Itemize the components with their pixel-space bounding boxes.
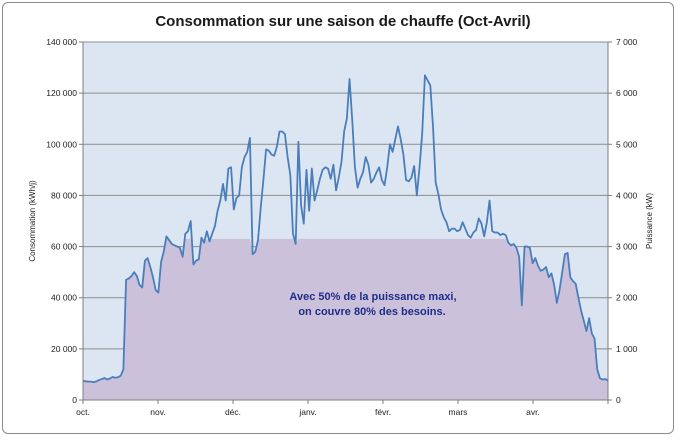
y-tick-label: 20 000: [51, 344, 77, 354]
x-tick-label: nov.: [150, 407, 165, 417]
y-tick-label: 80 000: [51, 190, 77, 200]
x-tick-label: avr.: [526, 407, 540, 417]
y2-tick-label: 4 000: [616, 190, 638, 200]
y2-tick-label: 3 000: [616, 242, 638, 252]
x-tick-label: oct.: [76, 407, 90, 417]
y-tick-label: 0: [72, 395, 77, 405]
y2-tick-label: 0: [616, 395, 621, 405]
annotation-line-2: on couvre 80% des besoins.: [298, 306, 445, 318]
y2-tick-label: 6 000: [616, 88, 638, 98]
y2-tick-label: 1 000: [616, 344, 638, 354]
y2-tick-label: 7 000: [616, 37, 638, 47]
y-tick-label: 100 000: [46, 139, 77, 149]
axes: 0 20 000 40 000 60 000 80 000 100 000 120 000 1…: [46, 37, 637, 417]
y-tick-label: 40 000: [51, 293, 77, 303]
chart-title: Consommation sur une saison de chauffe (…: [155, 13, 530, 30]
annotation-line-1: Avec 50% de la puissance maxi,: [289, 291, 456, 303]
x-tick-label: janv.: [298, 407, 316, 417]
x-tick-label: mars: [449, 407, 468, 417]
x-tick-label: févr.: [375, 407, 391, 417]
y2-tick-label: 2 000: [616, 293, 638, 303]
y-tick-label: 140 000: [46, 37, 77, 47]
y-tick-label: 120 000: [46, 88, 77, 98]
y2-tick-label: 5 000: [616, 139, 638, 149]
y2-axis-title: Puissance (kW): [645, 193, 654, 249]
y-axis-title: Consommation (kWh/j): [28, 180, 37, 262]
coverage-area: [83, 238, 608, 400]
x-tick-label: déc.: [225, 407, 241, 417]
consumption-line: [82, 74, 609, 383]
y-tick-label: 60 000: [51, 242, 77, 252]
